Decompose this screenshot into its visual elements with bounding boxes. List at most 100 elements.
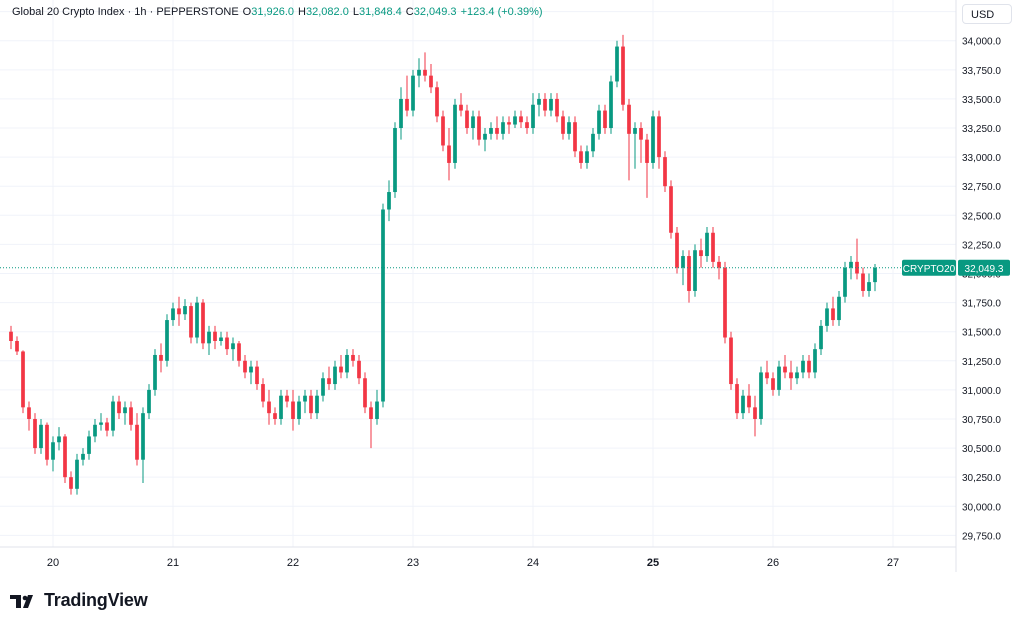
candle-body <box>423 69 427 76</box>
candle-body <box>435 87 439 117</box>
candle-body <box>441 116 445 146</box>
price-tick-label: 33,000.0 <box>962 153 1001 164</box>
symbol-tag-box <box>902 259 956 276</box>
candle-body <box>519 116 523 123</box>
candle-body <box>165 320 169 361</box>
candle-body <box>63 436 67 478</box>
candles-layer <box>9 34 877 495</box>
candle-body <box>633 128 637 134</box>
close-value: 32,049.3 <box>413 6 457 18</box>
tradingview-logo-icon <box>10 594 33 608</box>
candle-body <box>219 337 223 342</box>
candle-body <box>177 308 181 315</box>
price-tick-label: 29,750.0 <box>962 531 1001 542</box>
candle-body <box>513 116 517 125</box>
candle-body <box>393 128 397 193</box>
candle-body <box>495 128 499 134</box>
candle-body <box>657 116 661 158</box>
candle-body <box>639 128 643 140</box>
candle-body <box>207 331 211 344</box>
time-tick-label: 22 <box>287 557 299 569</box>
price-tick-label: 32,750.0 <box>962 182 1001 193</box>
currency-button[interactable]: USD <box>962 4 1012 24</box>
candle-body <box>147 389 151 414</box>
candle-body <box>51 442 55 460</box>
change-value: +123.4 (+0.39%) <box>460 6 543 18</box>
time-axis[interactable]: 20 21 22 23 24 25 26 27 <box>47 557 899 569</box>
price-tick-label: 34,000.0 <box>962 37 1001 48</box>
interval[interactable]: 1h <box>134 6 147 18</box>
candle-body <box>489 128 493 134</box>
candle-body <box>819 325 823 350</box>
candle-body <box>183 306 187 315</box>
candle-body <box>93 424 97 437</box>
candle-body <box>453 104 457 163</box>
low-key: L <box>352 6 359 18</box>
candle-body <box>759 372 763 419</box>
candle-body <box>705 232 709 257</box>
price-tick-label: 33,750.0 <box>962 66 1001 77</box>
candle-body <box>765 372 769 379</box>
candle-body <box>195 302 199 338</box>
candle-body <box>261 384 265 402</box>
candle-body <box>507 122 511 125</box>
candle-body <box>231 343 235 350</box>
price-tags: CRYPTO20 32,049.3 <box>902 259 1010 276</box>
candle-body <box>399 98 403 129</box>
candle-body <box>201 302 205 344</box>
candle-body <box>267 401 271 414</box>
candle-body <box>837 296 841 321</box>
time-tick-label: 27 <box>887 557 899 569</box>
candle-body <box>855 261 859 274</box>
candle-body <box>567 122 571 134</box>
symbol-tag-label: CRYPTO20 <box>903 264 956 275</box>
candle-body <box>225 337 229 350</box>
candle-body <box>741 395 745 414</box>
candle-body <box>27 407 31 419</box>
price-tick-label: 31,750.0 <box>962 299 1001 310</box>
candle-body <box>129 407 133 425</box>
candle-body <box>861 273 865 291</box>
candle-body <box>45 424 49 460</box>
candle-body <box>351 354 355 361</box>
time-tick-label: 26 <box>767 557 779 569</box>
candle-body <box>285 395 289 402</box>
candle-body <box>321 378 325 396</box>
candle-body <box>279 395 283 419</box>
candle-body <box>135 424 139 460</box>
candle-body <box>291 401 295 419</box>
candle-body <box>849 261 853 268</box>
candle-body <box>753 407 757 419</box>
candle-body <box>813 349 817 373</box>
candle-body <box>597 110 601 134</box>
candle-body <box>39 424 43 449</box>
symbol-name[interactable]: Global 20 Crypto Index <box>12 6 125 18</box>
price-axis[interactable]: 29,750.0 30,000.0 30,250.0 30,500.0 30,750.0… <box>962 8 1001 543</box>
candle-body <box>369 407 373 419</box>
candle-body <box>729 337 733 385</box>
candle-body <box>465 110 469 129</box>
candle-body <box>99 422 103 425</box>
candle-body <box>555 98 559 117</box>
candle-body <box>717 261 721 268</box>
candle-body <box>723 267 727 338</box>
candle-body <box>525 122 529 129</box>
price-tick-label: 31,250.0 <box>962 357 1001 368</box>
candle-body <box>867 282 871 291</box>
candle-body <box>651 116 655 163</box>
candle-body <box>111 401 115 431</box>
candle-body <box>477 116 481 140</box>
candle-body <box>309 395 313 414</box>
candle-body <box>807 360 811 373</box>
time-tick-label: 23 <box>407 557 419 569</box>
exchange: PEPPERSTONE <box>156 6 239 18</box>
price-tick-label: 32,500.0 <box>962 211 1001 222</box>
candle-body <box>381 209 385 402</box>
candle-body <box>549 98 553 111</box>
candle-body <box>471 116 475 129</box>
candle-body <box>873 267 877 283</box>
candle-body <box>795 372 799 379</box>
price-tick-label: 30,000.0 <box>962 502 1001 513</box>
tradingview-brand[interactable]: TradingView <box>10 590 148 611</box>
